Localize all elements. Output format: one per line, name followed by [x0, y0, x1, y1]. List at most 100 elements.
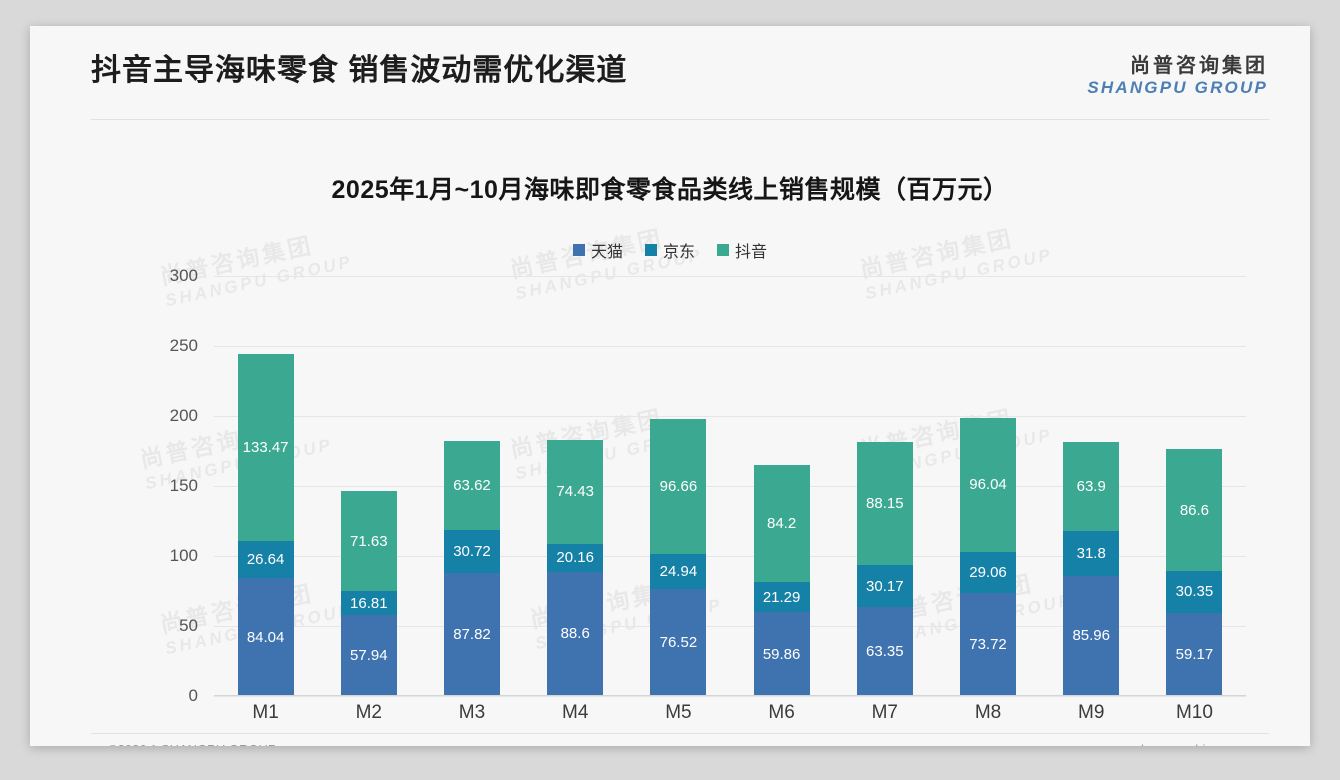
- x-axis-label-M6: M6: [768, 702, 795, 723]
- x-axis-label-M2: M2: [355, 702, 382, 723]
- bar-value-label: 30.72: [453, 543, 491, 561]
- bar-segment-京东[interactable]: 31.8: [1063, 531, 1120, 576]
- footer-divider: [91, 733, 1269, 734]
- bar-value-label: 21.29: [762, 588, 801, 606]
- bar-segment-抖音[interactable]: 71.63: [340, 491, 397, 592]
- y-axis-tick-label: 50: [179, 616, 198, 635]
- bar-group-M1[interactable]: 133.47 26.64 84.04: [214, 276, 317, 696]
- bar-value-label: 96.66: [659, 477, 698, 495]
- y-axis-tick-label: 150: [169, 476, 198, 495]
- x-axis-label-M5: M5: [665, 702, 692, 723]
- footer-website[interactable]: www.shangpu-china.com: [1103, 742, 1248, 746]
- bar-value-label: 31.8: [1076, 544, 1106, 562]
- stacked-bar[interactable]: 133.47 26.64 84.04: [237, 354, 294, 696]
- legend-item-天猫[interactable]: 天猫: [572, 238, 623, 262]
- bar-segment-京东[interactable]: 20.16: [547, 543, 604, 572]
- bar-segment-京东[interactable]: 30.72: [444, 530, 500, 574]
- bar-group-M5[interactable]: 96.66 24.94 76.52: [627, 276, 730, 696]
- bar-segment-天猫[interactable]: 84.04: [237, 578, 294, 696]
- bar-segment-抖音[interactable]: 96.66: [650, 418, 707, 554]
- bar-segment-京东[interactable]: 29.06: [960, 552, 1017, 593]
- bar-value-label: 88.6: [560, 625, 590, 643]
- bar-value-label: 84.04: [246, 628, 285, 646]
- bar-segment-抖音[interactable]: 88.15: [856, 441, 913, 566]
- slide-canvas: 抖音主导海味零食 销售波动需优化渠道 尚普咨询集团 SHANGPU GROUP …: [30, 26, 1310, 746]
- bar-group-M6[interactable]: 84.2 21.29 59.86: [730, 276, 833, 696]
- stacked-bar[interactable]: 86.6 30.35 59.17: [1166, 449, 1223, 696]
- bar-segment-京东[interactable]: 30.17: [856, 565, 913, 608]
- bar-segment-天猫[interactable]: 57.94: [340, 614, 397, 696]
- legend-swatch-icon: [644, 244, 657, 256]
- bar-segment-抖音[interactable]: 74.43: [547, 439, 604, 544]
- bar-value-label: 86.6: [1179, 501, 1210, 519]
- bar-segment-天猫[interactable]: 87.82: [444, 573, 500, 696]
- bar-group-M10[interactable]: 86.6 30.35 59.17: [1143, 276, 1246, 696]
- bar-value-label: 74.43: [556, 483, 594, 501]
- x-axis-label-M4: M4: [562, 702, 589, 723]
- chart-legend: 天猫 京东 抖音: [30, 238, 1310, 262]
- bar-segment-抖音[interactable]: 96.04: [960, 417, 1017, 553]
- bar-segment-京东[interactable]: 16.81: [340, 591, 397, 615]
- bar-segment-天猫[interactable]: 59.86: [753, 612, 810, 696]
- stacked-bar[interactable]: 84.2 21.29 59.86: [753, 464, 810, 696]
- bar-segment-抖音[interactable]: 133.47: [237, 354, 294, 542]
- bar-value-label: 30.35: [1175, 583, 1214, 601]
- bar-value-label: 59.17: [1175, 646, 1214, 664]
- bar-group-M4[interactable]: 74.43 20.16 88.6: [524, 276, 627, 696]
- bar-segment-天猫[interactable]: 76.52: [650, 588, 707, 696]
- bar-value-label: 26.64: [246, 551, 285, 569]
- bar-segment-抖音[interactable]: 86.6: [1166, 449, 1223, 571]
- bar-value-label: 71.63: [350, 532, 388, 550]
- bar-value-label: 88.15: [866, 494, 904, 512]
- bar-group-M2[interactable]: 71.63 16.81 57.94: [317, 276, 420, 696]
- x-axis-label-M3: M3: [458, 702, 486, 723]
- x-axis-labels: M1 M2 M3 M4 M5 M6 M7 M8 M9 M10: [214, 702, 1246, 724]
- bar-group-M8[interactable]: 96.04 29.06 73.72: [936, 276, 1039, 696]
- bar-segment-抖音[interactable]: 84.2: [753, 464, 810, 583]
- legend-item-抖音[interactable]: 抖音: [717, 238, 767, 262]
- bar-segment-抖音[interactable]: 63.9: [1063, 441, 1120, 532]
- bar-segment-京东[interactable]: 24.94: [650, 553, 707, 589]
- bar-group-M7[interactable]: 88.15 30.17 63.35: [833, 276, 936, 696]
- gridline: [214, 486, 1246, 487]
- gridline: [214, 696, 1246, 697]
- x-axis-label-M1: M1: [252, 702, 279, 723]
- slide-header: 抖音主导海味零食 销售波动需优化渠道 尚普咨询集团 SHANGPU GROUP: [30, 26, 1310, 122]
- stacked-bar[interactable]: 63.9 31.8 85.96: [1063, 441, 1120, 696]
- bar-segment-天猫[interactable]: 63.35: [856, 607, 913, 696]
- bar-segment-京东[interactable]: 26.64: [237, 541, 294, 579]
- bar-segment-天猫[interactable]: 85.96: [1063, 575, 1120, 696]
- bar-value-label: 96.04: [969, 476, 1007, 494]
- chart-bars: 133.47 26.64 84.04 71.63 16.81 57.94 63.62 30.7…: [214, 276, 1246, 696]
- logo-english-text: SHANGPU GROUP: [1087, 78, 1268, 97]
- gridline: [214, 346, 1246, 347]
- bar-segment-抖音[interactable]: 63.62: [444, 441, 500, 531]
- bar-value-label: 63.35: [866, 643, 904, 661]
- bar-value-label: 63.62: [453, 477, 491, 495]
- bar-segment-天猫[interactable]: 73.72: [960, 592, 1017, 696]
- x-axis-label-M7: M7: [871, 702, 899, 723]
- header-divider: [91, 119, 1269, 120]
- bar-segment-京东[interactable]: 30.35: [1166, 570, 1223, 614]
- bar-group-M3[interactable]: 63.62 30.72 87.82: [420, 276, 523, 696]
- stacked-bar[interactable]: 74.43 20.16 88.6: [547, 439, 604, 696]
- bar-segment-天猫[interactable]: 59.17: [1166, 613, 1223, 696]
- y-axis-tick-label: 0: [188, 686, 198, 705]
- gridline: [214, 416, 1246, 417]
- legend-swatch-icon: [717, 244, 729, 256]
- bar-segment-京东[interactable]: 21.29: [753, 582, 810, 613]
- stacked-bar[interactable]: 71.63 16.81 57.94: [340, 491, 397, 696]
- bar-segment-天猫[interactable]: 88.6: [547, 571, 604, 696]
- bar-value-label: 63.9: [1076, 477, 1106, 495]
- stacked-bar[interactable]: 88.15 30.17 63.35: [856, 441, 913, 696]
- stacked-bar[interactable]: 96.66 24.94 76.52: [650, 418, 707, 696]
- stacked-bar[interactable]: 96.04 29.06 73.72: [960, 417, 1017, 696]
- legend-item-京东[interactable]: 京东: [644, 238, 695, 262]
- x-axis-line: [214, 695, 1246, 696]
- bar-group-M9[interactable]: 63.9 31.8 85.96: [1040, 276, 1143, 696]
- bar-value-label: 133.47: [242, 439, 289, 457]
- legend-swatch-icon: [572, 244, 585, 256]
- stacked-bar[interactable]: 63.62 30.72 87.82: [444, 441, 500, 696]
- x-axis-label-M10: M10: [1175, 702, 1213, 723]
